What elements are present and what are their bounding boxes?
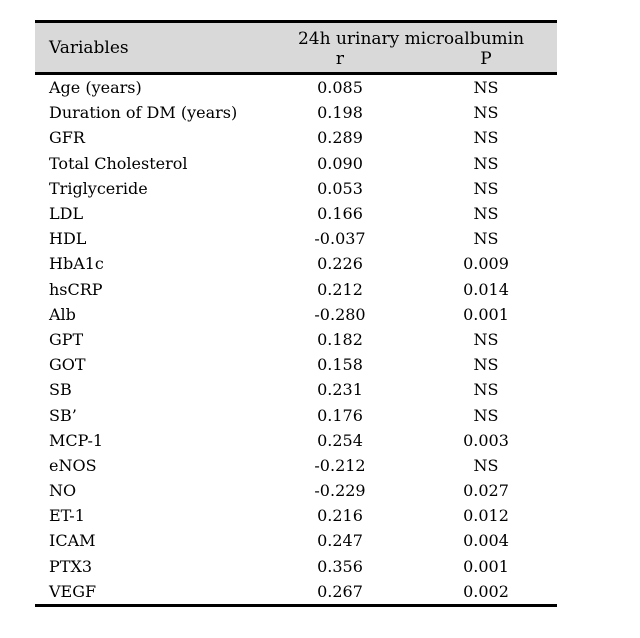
variable-cell: hsCRP xyxy=(49,279,103,299)
variable-cell: Total Cholesterol xyxy=(49,153,188,173)
variable-cell: eNOS xyxy=(49,455,97,475)
p-value-cell: NS xyxy=(473,153,499,173)
p-value-cell: 0.002 xyxy=(415,578,558,607)
r-value-cell: 0.289 xyxy=(317,128,363,148)
r-value-cell: 0.090 xyxy=(317,153,363,173)
table-row: Duration of DM (years) 0.198 NS xyxy=(35,100,557,125)
correlation-table-container: Variables 24h urinary microalbumin r P A… xyxy=(35,20,558,607)
p-value-cell: 0.001 xyxy=(463,304,509,324)
r-value-cell: 0.216 xyxy=(317,506,363,526)
p-column-header: P xyxy=(415,48,558,75)
table-row: PTX3 0.356 0.001 xyxy=(35,554,557,579)
table-row: Alb -0.280 0.001 xyxy=(35,302,557,327)
variable-cell: GOT xyxy=(49,355,86,375)
r-value-cell: -0.212 xyxy=(314,455,366,475)
table-row: MCP-1 0.254 0.003 xyxy=(35,428,557,453)
p-value-cell: NS xyxy=(473,78,499,98)
table-row: GFR 0.289 NS xyxy=(35,125,557,150)
r-value-cell: -0.037 xyxy=(314,229,366,249)
p-value-cell: 0.012 xyxy=(463,506,509,526)
r-value-cell: -0.280 xyxy=(314,304,366,324)
variable-cell: ICAM xyxy=(49,531,96,551)
variable-cell: Triglyceride xyxy=(49,178,148,198)
p-value-cell: NS xyxy=(473,455,499,475)
table-row: NO -0.229 0.027 xyxy=(35,478,557,503)
table-row: Age (years) 0.085 NS xyxy=(35,74,557,101)
r-value-cell: 0.166 xyxy=(317,204,363,224)
table-row: SB 0.231 NS xyxy=(35,377,557,402)
p-value-cell: 0.014 xyxy=(463,279,509,299)
r-value-cell: 0.254 xyxy=(317,430,363,450)
r-value-cell: 0.356 xyxy=(317,556,363,576)
p-value-cell: 0.003 xyxy=(463,430,509,450)
variable-cell: GFR xyxy=(49,128,85,148)
p-value-cell: NS xyxy=(473,204,499,224)
variables-column-header: Variables xyxy=(35,20,265,75)
table-row: VEGF 0.267 0.002 xyxy=(35,578,558,607)
p-value-cell: NS xyxy=(473,229,499,249)
variable-cell: SB’ xyxy=(49,405,77,425)
table-header-group-row: Variables 24h urinary microalbumin xyxy=(35,20,558,75)
r-value-cell: 0.212 xyxy=(317,279,363,299)
table-header: Variables 24h urinary microalbumin r P xyxy=(35,20,558,75)
variable-cell: NO xyxy=(49,481,77,501)
variable-cell: Duration of DM (years) xyxy=(49,103,238,123)
p-value-cell: NS xyxy=(473,128,499,148)
table-row: eNOS -0.212 NS xyxy=(35,453,557,478)
table-row: GOT 0.158 NS xyxy=(35,352,557,377)
r-value-cell: 0.176 xyxy=(317,405,363,425)
table-row: Triglyceride 0.053 NS xyxy=(35,176,557,201)
p-value-cell: 0.027 xyxy=(463,481,509,501)
table-row: SB’ 0.176 NS xyxy=(35,402,557,427)
table-row: ET-1 0.216 0.012 xyxy=(35,503,557,528)
variable-cell: Alb xyxy=(49,304,76,324)
p-value-cell: NS xyxy=(473,405,499,425)
correlation-table: Variables 24h urinary microalbumin r P A… xyxy=(35,20,558,607)
r-value-cell: 0.198 xyxy=(317,103,363,123)
p-value-cell: 0.009 xyxy=(463,254,509,274)
table-row: HbA1c 0.226 0.009 xyxy=(35,251,557,276)
table-header-sub-row: r P xyxy=(35,48,558,75)
p-value-cell: NS xyxy=(473,103,499,123)
p-value-cell: NS xyxy=(473,355,499,375)
p-value-cell: 0.001 xyxy=(463,556,509,576)
table-row: ICAM 0.247 0.004 xyxy=(35,528,557,553)
table-row: HDL -0.037 NS xyxy=(35,226,557,251)
r-value-cell: 0.053 xyxy=(317,178,363,198)
variable-cell: HDL xyxy=(49,229,87,249)
variable-cell: VEGF xyxy=(35,578,265,607)
r-value-cell: 0.247 xyxy=(317,531,363,551)
r-value-cell: 0.085 xyxy=(317,78,363,98)
p-value-cell: NS xyxy=(473,178,499,198)
table-body: Age (years) 0.085 NS Duration of DM (years)… xyxy=(35,74,558,607)
variable-cell: MCP-1 xyxy=(49,430,104,450)
r-column-header: r xyxy=(265,48,415,75)
p-value-cell: NS xyxy=(473,329,499,349)
table-row: Total Cholesterol 0.090 NS xyxy=(35,151,557,176)
r-value-cell: 0.226 xyxy=(317,254,363,274)
r-value-cell: -0.229 xyxy=(314,481,366,501)
p-value-cell: 0.004 xyxy=(463,531,509,551)
variable-cell: ET-1 xyxy=(49,506,85,526)
table-row: GPT 0.182 NS xyxy=(35,327,557,352)
variable-cell: HbA1c xyxy=(49,254,104,274)
table-row: hsCRP 0.212 0.014 xyxy=(35,277,557,302)
p-value-cell: NS xyxy=(473,380,499,400)
table-row: LDL 0.166 NS xyxy=(35,201,557,226)
group-column-header: 24h urinary microalbumin xyxy=(265,20,558,49)
r-value-cell: 0.158 xyxy=(317,355,363,375)
r-value-cell: 0.267 xyxy=(265,578,415,607)
variable-cell: GPT xyxy=(49,329,84,349)
variable-cell: Age (years) xyxy=(49,78,142,98)
r-value-cell: 0.231 xyxy=(317,380,363,400)
variable-cell: SB xyxy=(49,380,72,400)
r-value-cell: 0.182 xyxy=(317,329,363,349)
variable-cell: PTX3 xyxy=(49,556,93,576)
variable-cell: LDL xyxy=(49,204,84,224)
